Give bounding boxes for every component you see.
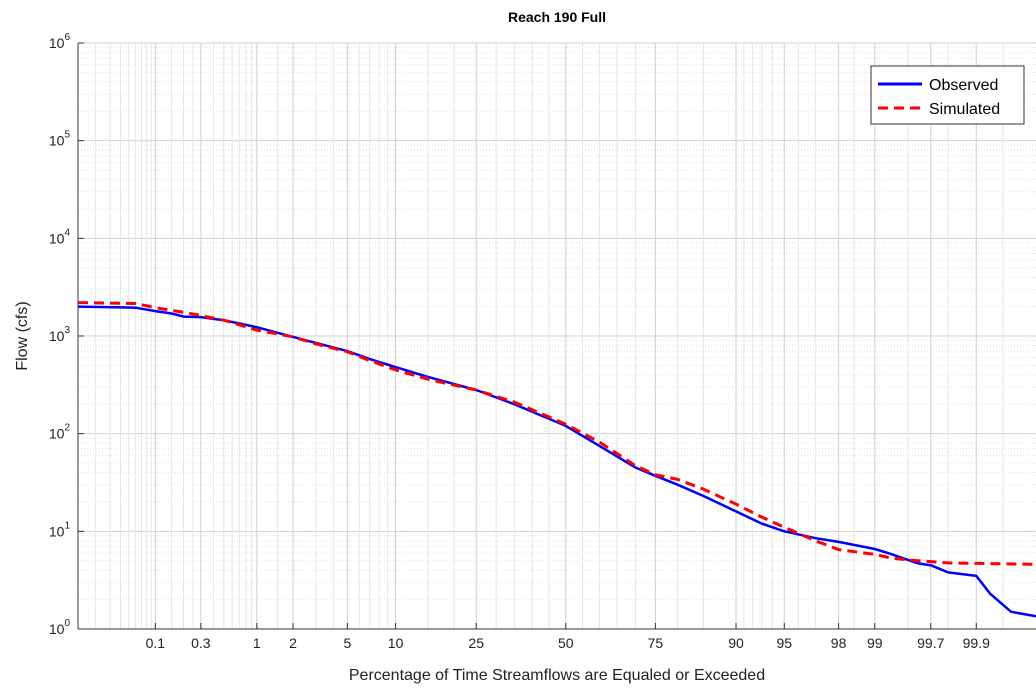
y-axis-label: Flow (cfs): [14, 301, 31, 370]
legend: Observed Simulated: [870, 65, 1025, 125]
x-tick-label: 99: [867, 635, 883, 651]
y-tick-label: 103: [49, 325, 71, 344]
series-line-simulated: [77, 301, 1036, 566]
legend-box: [870, 65, 1025, 125]
x-tick-label: 90: [728, 635, 744, 651]
x-tick-label: 98: [831, 635, 847, 651]
legend-label-observed: Observed: [929, 77, 998, 94]
x-tick-label: 1: [253, 635, 261, 651]
legend-label-simulated: Simulated: [929, 101, 1000, 118]
chart-title: Reach 190 Full: [508, 9, 606, 25]
series-layer: [77, 301, 1036, 618]
x-tick-label: 25: [468, 635, 484, 651]
series-line-observed: [77, 305, 1036, 618]
y-tick-label: 100: [49, 618, 71, 637]
y-tick-label: 104: [49, 227, 71, 246]
grid: [78, 42, 1036, 630]
x-tick-label: 10: [388, 635, 404, 651]
y-tick-label: 105: [49, 130, 71, 149]
x-tick-label: 95: [776, 635, 792, 651]
x-tick-label: 75: [648, 635, 664, 651]
x-tick-label: 5: [343, 635, 351, 651]
x-tick-label: 99.9: [963, 635, 990, 651]
x-ticks: 0.1 0.3 1 2 5 10 25 50 75 90 95 98 99 99.7 99.9: [146, 623, 990, 651]
x-tick-label: 0.3: [191, 635, 211, 651]
x-tick-label: 0.1: [146, 635, 166, 651]
y-ticks: 100 101 102 103 104 105 106: [49, 32, 84, 637]
x-axis-label: Percentage of Time Streamflows are Equal…: [349, 667, 765, 684]
y-tick-label: 106: [49, 32, 71, 51]
y-tick-label: 102: [49, 423, 71, 442]
x-tick-label: 50: [558, 635, 574, 651]
x-tick-label: 2: [289, 635, 297, 651]
x-tick-label: 99.7: [917, 635, 944, 651]
y-tick-label: 101: [49, 520, 71, 539]
